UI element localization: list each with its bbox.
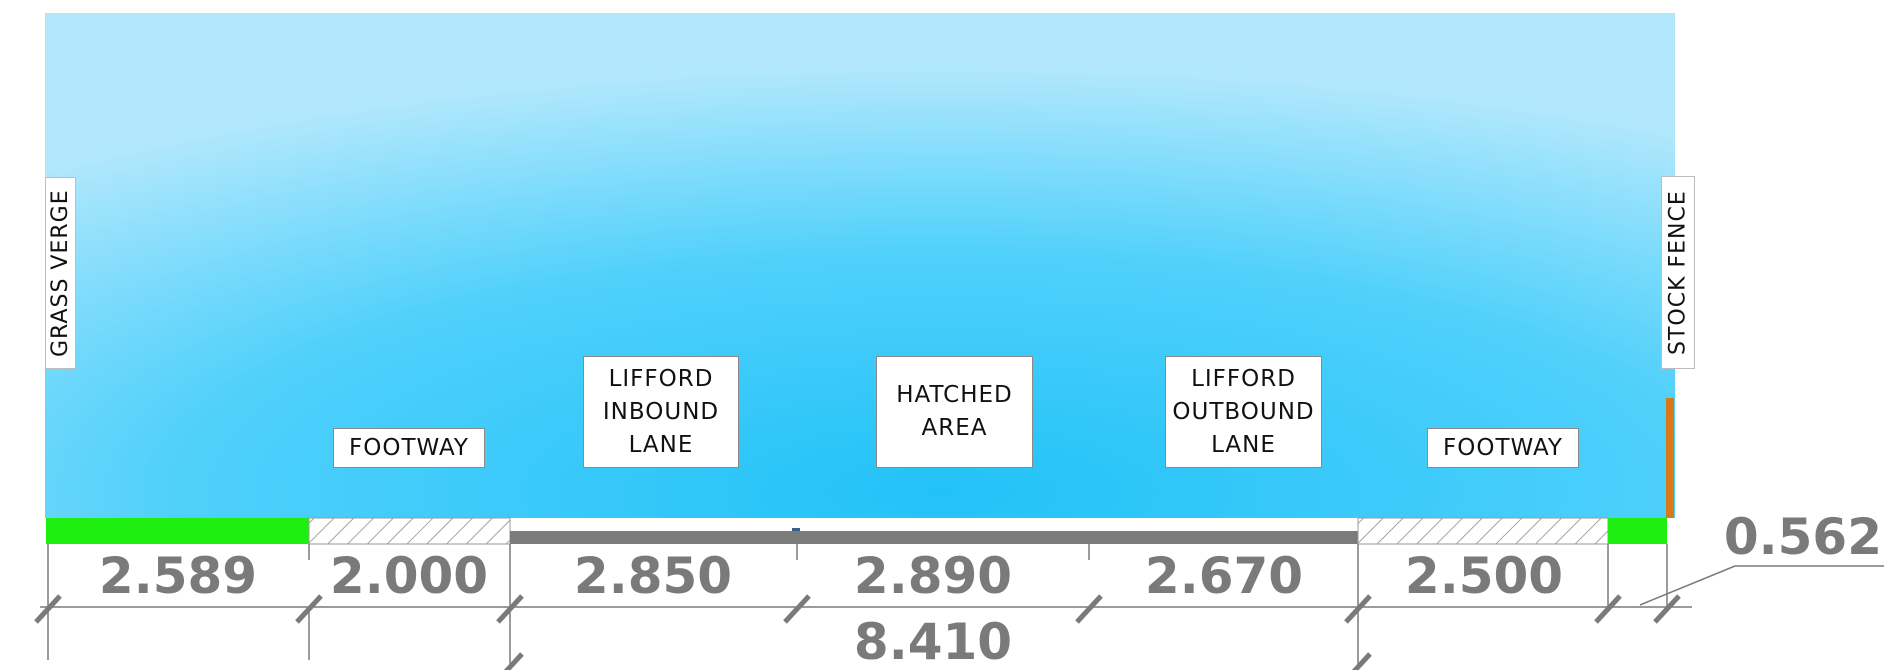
footway-left-label: FOOTWAY	[333, 428, 485, 468]
dim-outbound-lane: 2.670	[1144, 547, 1304, 605]
footway-right-strip	[1357, 517, 1609, 545]
inbound-lane-label: LIFFORD INBOUND LANE	[583, 356, 739, 468]
dim-verge-left: 2.589	[98, 547, 258, 605]
dim-inbound-lane: 2.850	[573, 547, 733, 605]
stock-fence-post	[1666, 398, 1674, 518]
road-marker	[792, 528, 800, 531]
dim-hatched-area: 2.890	[853, 547, 1013, 605]
grass-verge-left	[46, 518, 309, 544]
dimension-ticks	[34, 594, 1681, 670]
dim-verge-right: 0.562	[1723, 508, 1882, 566]
dim-footway-left: 2.000	[329, 547, 489, 605]
dim-footway-right: 2.500	[1404, 547, 1564, 605]
footway-right-label: FOOTWAY	[1427, 428, 1579, 468]
footway-left-strip	[308, 517, 511, 545]
dim-carriageway-total: 8.410	[853, 613, 1013, 671]
outbound-lane-label: LIFFORD OUTBOUND LANE	[1165, 356, 1322, 468]
hatched-area-label: HATCHED AREA	[876, 356, 1033, 468]
stock-fence-label: STOCK FENCE	[1661, 176, 1695, 369]
grass-verge-right	[1608, 518, 1667, 544]
carriageway	[510, 531, 1358, 544]
grass-verge-label: GRASS VERGE	[45, 177, 76, 369]
sky-background	[45, 13, 1675, 518]
